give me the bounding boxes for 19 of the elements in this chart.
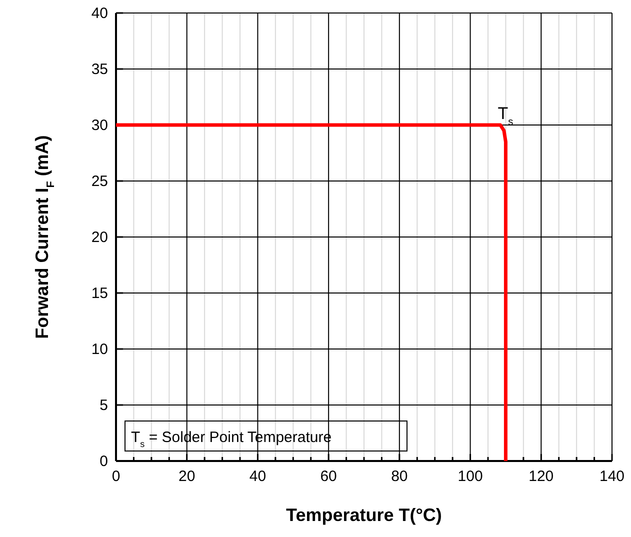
x-axis-title: Temperature T(°C) (286, 505, 442, 525)
line-series (114, 123, 508, 463)
y-tick-label: 35 (91, 61, 108, 78)
x-tick-label: 140 (599, 468, 625, 485)
x-tick-label: 80 (391, 468, 408, 485)
y-tick-label: 10 (91, 341, 108, 358)
y-tick-label: 40 (91, 5, 108, 22)
x-tick-label: 100 (458, 468, 483, 485)
y-tick-label: 15 (91, 285, 108, 302)
y-tick-label: 0 (100, 453, 108, 470)
y-tick-label: 5 (100, 397, 108, 414)
y-tick-label: 20 (91, 229, 108, 246)
x-tick-label: 60 (320, 468, 337, 485)
x-tick-label: 20 (178, 468, 196, 485)
x-tick-label: 40 (249, 468, 266, 485)
x-tick-label: 120 (528, 468, 554, 485)
y-tick-label: 25 (91, 173, 108, 190)
y-tick-label: 30 (91, 117, 108, 134)
x-tick-label: 0 (112, 468, 120, 485)
